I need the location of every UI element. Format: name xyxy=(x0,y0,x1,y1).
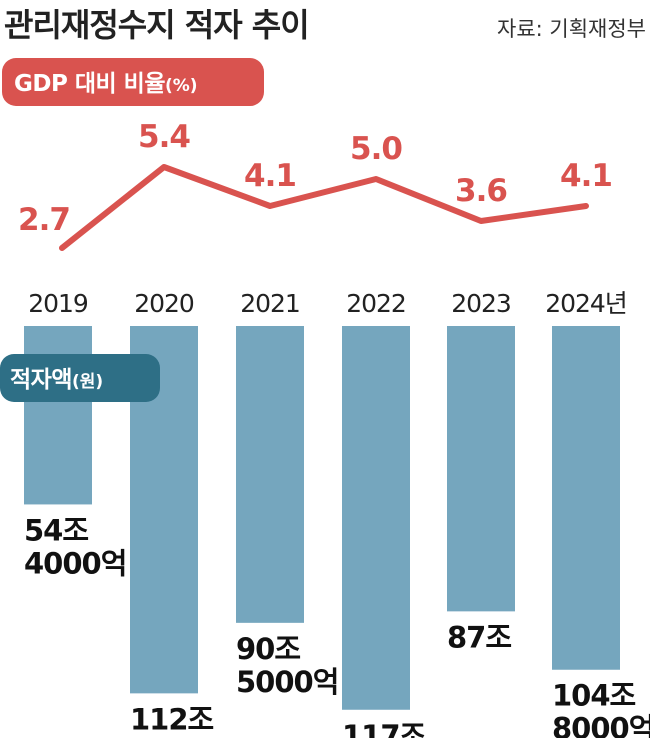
deficit-bar xyxy=(236,326,304,623)
deficit-amount-label: 117조 xyxy=(342,719,426,738)
deficit-amount-label: 54조 4000억 xyxy=(24,513,126,580)
amount-legend: 적자액(원) xyxy=(0,354,160,402)
year-tick-label: 2023 xyxy=(451,289,511,318)
ratio-value-label: 5.4 xyxy=(138,119,190,155)
ratio-legend-label: GDP 대비 비율 xyxy=(14,71,165,97)
ratio-legend-pill xyxy=(2,58,264,106)
ratio-value-label: 4.1 xyxy=(244,158,296,194)
amount-legend-pill xyxy=(0,354,160,402)
amount-legend-text: 적자액(원) xyxy=(10,367,103,393)
ratio-value-label: 3.6 xyxy=(455,173,507,209)
chart-title: 관리재정수지 적자 추이 xyxy=(4,6,309,44)
deficit-amount-label: 90조 5000억 xyxy=(236,632,338,699)
deficit-amount-label: 112조 xyxy=(130,702,214,736)
ratio-legend: GDP 대비 비율(%) xyxy=(2,58,264,106)
amount-legend-unit: (원) xyxy=(72,372,103,392)
ratio-legend-text: GDP 대비 비율(%) xyxy=(14,71,198,97)
deficit-bar xyxy=(342,326,410,710)
line-layer: 2.7 5.4 4.1 5.0 3.6 4.1 xyxy=(18,119,613,251)
year-tick-label: 2021 xyxy=(240,289,300,318)
year-axis: 2019 2020 2021 2022 2023 2024년 xyxy=(28,289,628,318)
deficit-bar xyxy=(447,326,515,612)
ratio-value-label: 5.0 xyxy=(350,131,402,167)
year-tick-label: 2020 xyxy=(134,289,194,318)
bars-layer: 54조 4000억 112조 90조 5000억 117조 87조 104조 8000억 xyxy=(24,326,650,738)
ratio-legend-unit: (%) xyxy=(165,76,198,96)
ratio-value-label: 2.7 xyxy=(18,202,70,238)
source-note: 자료: 기획재정부 xyxy=(497,17,646,41)
deficit-bar xyxy=(24,326,92,505)
year-tick-label: 2022 xyxy=(346,289,406,318)
deficit-amount-label: 87조 xyxy=(447,620,511,654)
deficit-bar xyxy=(552,326,620,670)
year-tick-label: 2019 xyxy=(28,289,88,318)
amount-legend-label: 적자액 xyxy=(10,367,72,393)
deficit-amount-label: 104조 8000억 xyxy=(552,679,650,738)
ratio-series-line xyxy=(59,164,589,251)
year-tick-label: 2024년 xyxy=(545,289,627,318)
ratio-value-label: 4.1 xyxy=(560,158,612,194)
